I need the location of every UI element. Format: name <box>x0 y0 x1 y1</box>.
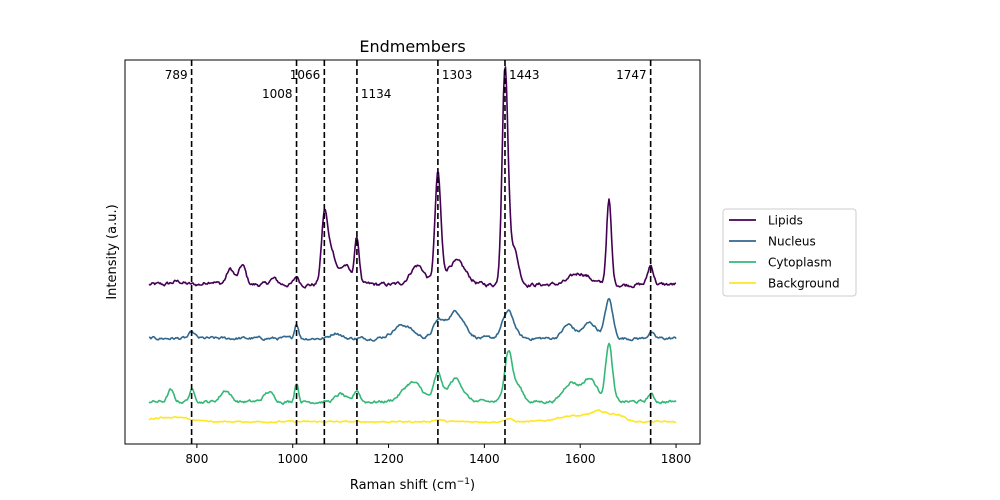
legend: Lipids Nucleus Cytoplasm Background <box>722 208 857 297</box>
plot-frame <box>124 59 701 445</box>
reference-line-label: 1134 <box>361 87 392 101</box>
reference-line-label: 1303 <box>442 68 473 82</box>
x-tick-label: 1000 <box>277 452 308 466</box>
reference-line-label: 1066 <box>290 68 321 82</box>
x-tick-label: 1800 <box>661 452 692 466</box>
series-line-background <box>149 409 677 424</box>
reference-line-label: 1747 <box>616 68 647 82</box>
series-line-cytoplasm <box>148 342 677 406</box>
chart-title: Endmembers <box>359 37 465 56</box>
reference-lines: 789 1008 1066 1134 1303 1443 1747 <box>165 60 652 444</box>
legend-label: Cytoplasm <box>768 256 832 270</box>
x-axis-ticks: 800 1000 1200 1400 1600 1800 <box>185 444 691 466</box>
series-line-lipids <box>148 66 677 289</box>
legend-label: Nucleus <box>768 235 816 249</box>
reference-line-label: 789 <box>165 68 188 82</box>
x-tick-label: 1400 <box>469 452 500 466</box>
reference-line-label: 1008 <box>262 87 293 101</box>
legend-frame <box>722 208 857 297</box>
legend-label: Lipids <box>768 214 803 228</box>
series-line-nucleus <box>148 297 677 342</box>
x-tick-label: 1200 <box>373 452 404 466</box>
x-tick-label: 800 <box>185 452 208 466</box>
y-axis-label: Intensity (a.u.) <box>105 204 120 299</box>
reference-line-label: 1443 <box>509 68 540 82</box>
x-axis-label: Raman shift (cm−1) <box>350 477 475 493</box>
x-tick-label: 1600 <box>565 452 596 466</box>
series-lines <box>148 66 677 424</box>
legend-label: Background <box>768 277 840 291</box>
